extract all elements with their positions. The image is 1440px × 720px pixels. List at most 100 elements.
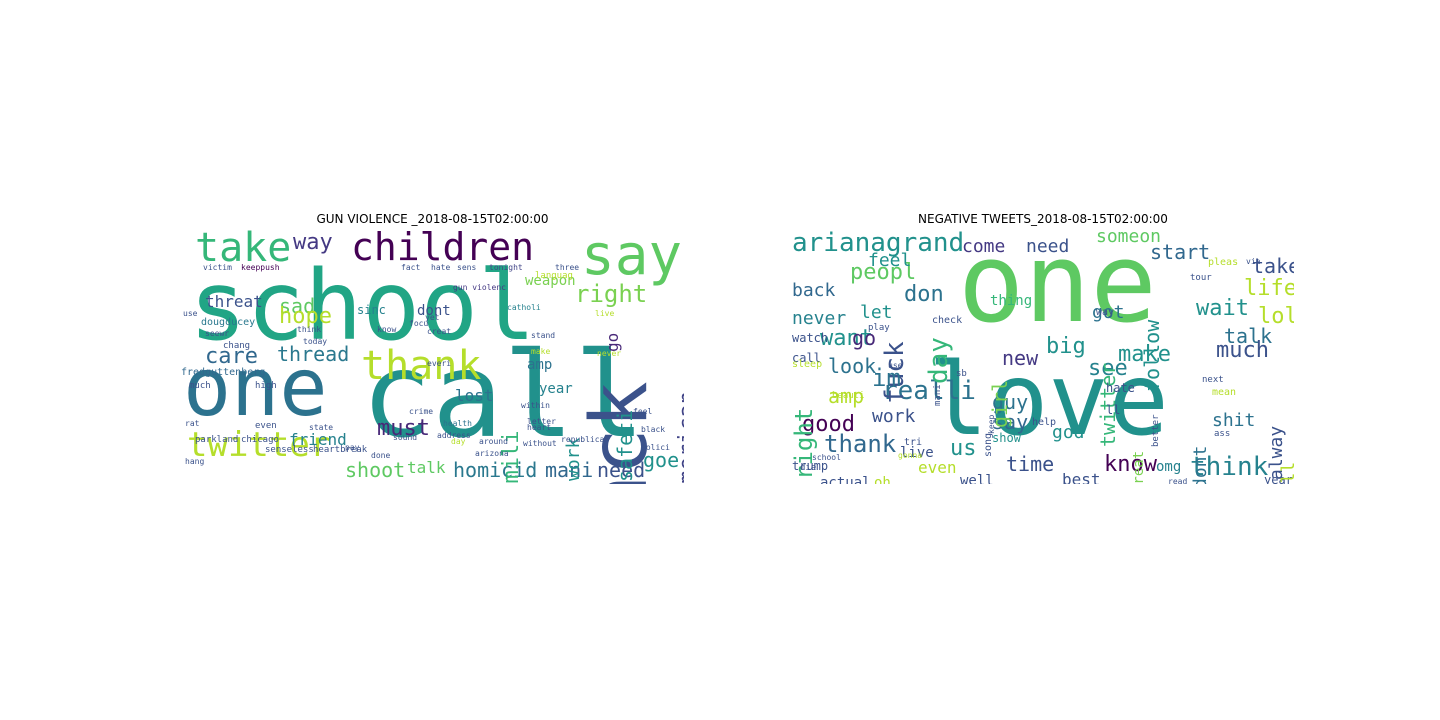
cloud-word: talk	[407, 458, 446, 477]
cloud-word: thread	[277, 342, 350, 366]
cloud-word: need	[1026, 236, 1070, 257]
cloud-word: pay	[345, 443, 360, 452]
cloud-word: next	[1202, 375, 1224, 385]
cloud-word: don	[904, 282, 944, 307]
cloud-word: friend	[289, 430, 347, 449]
cloud-word: black	[641, 425, 666, 434]
cloud-word: think	[297, 325, 322, 334]
cloud-word: creat	[427, 327, 452, 336]
cloud-word: never	[792, 308, 847, 329]
cloud-word: sb	[956, 369, 967, 379]
cloud-word: sleep	[792, 359, 823, 370]
cloud-word: great	[1131, 451, 1147, 484]
cloud-word: way	[1096, 307, 1115, 318]
cloud-word: safeti	[613, 410, 637, 483]
cloud-word: realli	[882, 376, 976, 406]
cloud-word: threat	[205, 292, 263, 311]
cloud-word: tri	[904, 437, 923, 448]
cloud-word: address	[437, 431, 471, 440]
cloud-word: thing	[990, 293, 1033, 309]
wordcloud-panel-negative-tweets: NEGATIVE TWEETS_2018-08-15T02:00:00 love…	[792, 212, 1294, 484]
cloud-word: know	[377, 325, 397, 334]
cloud-word: care	[205, 344, 258, 369]
cloud-word: dont	[417, 303, 451, 319]
cloud-word: today	[303, 337, 328, 346]
cloud-word: shoot	[345, 458, 406, 482]
cloud-word: know	[1104, 452, 1157, 477]
cloud-word: new	[1002, 346, 1039, 370]
wordcloud-panel-gun-violence: GUN VIOLENCE _2018-08-15T02:00:00 school…	[181, 212, 684, 484]
cloud-word: letter	[527, 417, 556, 426]
cloud-word: shit	[1212, 410, 1256, 431]
cloud-word: read	[1168, 477, 1188, 485]
cloud-word: call	[792, 351, 821, 365]
cloud-word: arianagrand	[792, 228, 965, 258]
cloud-word: yet	[425, 313, 440, 322]
cloud-word: think	[1190, 452, 1269, 482]
cloud-word: help	[1032, 417, 1057, 428]
cloud-word: health	[443, 419, 472, 428]
cloud-word: within	[521, 401, 550, 410]
cloud-word: well	[960, 473, 994, 484]
cloud-word: die	[800, 463, 817, 473]
cloud-word: trump	[792, 459, 829, 473]
cloud-word: tonight	[489, 263, 523, 272]
cloud-word: let	[860, 302, 893, 323]
cloud-word: children	[351, 228, 535, 269]
cloud-word: keep	[987, 414, 996, 434]
cloud-word: mean	[1212, 387, 1237, 398]
cloud-word: fact	[401, 263, 421, 272]
cloud-word: hang	[185, 457, 205, 466]
panel-title: NEGATIVE TWEETS_2018-08-15T02:00:00	[918, 212, 1168, 226]
cloud-word: life	[1244, 276, 1294, 301]
cloud-word: catholi	[507, 303, 541, 312]
cloud-word: lol	[1258, 304, 1294, 329]
cloud-word: back	[792, 280, 836, 301]
cloud-word: go	[852, 326, 877, 350]
cloud-word: talk	[1224, 324, 1273, 348]
cloud-word: guy	[992, 390, 1029, 414]
cloud-word: wait	[1196, 296, 1249, 321]
cloud-word: victim	[203, 263, 232, 272]
cloud-word: polici	[641, 443, 670, 452]
cloud-word: song	[983, 432, 994, 457]
cloud-word: use	[183, 309, 198, 318]
cloud-word: day	[451, 437, 466, 446]
cloud-word: homicid	[453, 458, 538, 482]
cloud-word: heart	[527, 423, 552, 432]
cloud-word: weapon	[525, 273, 576, 289]
cloud-word: feel	[868, 250, 912, 271]
cloud-word: hate	[1106, 381, 1135, 395]
cloud-word: chang	[223, 341, 251, 351]
cloud-word: beauti	[832, 391, 865, 401]
cloud-word: sound	[393, 433, 418, 442]
cloud-word: make	[1118, 342, 1171, 367]
cloud-word: heartbreak	[313, 445, 368, 455]
cloud-word: stand	[531, 331, 556, 340]
cloud-word: alway	[1266, 425, 1287, 480]
cloud-word: fredguttenberg	[181, 367, 266, 378]
cloud-word: mani	[545, 458, 594, 482]
cloud-word: play	[868, 323, 890, 333]
cloud-word: much	[1216, 338, 1269, 363]
cloud-word: seewr	[205, 329, 230, 338]
cloud-word: look	[828, 354, 877, 378]
cloud-word: thank	[824, 430, 897, 458]
cloud-word: us	[950, 436, 977, 461]
cloud-word: big	[1046, 334, 1086, 359]
cloud-word: say	[992, 410, 1029, 434]
cloud-word: see	[1088, 356, 1128, 381]
cloud-word: never	[597, 349, 622, 358]
word-cloud: love one arianagrand realli thank good amp fuck…	[792, 228, 1294, 484]
cloud-word: chicago	[241, 435, 279, 445]
cloud-word: feel	[633, 407, 653, 416]
cloud-word: languag	[535, 271, 573, 281]
cloud-word: done	[371, 451, 391, 460]
cloud-word: lost	[455, 386, 494, 405]
cloud-word: tour	[1190, 273, 1212, 283]
cloud-word: gonna	[898, 451, 923, 460]
cloud-word: republican	[561, 435, 610, 444]
cloud-word: gun violenc	[453, 283, 506, 292]
cloud-word: way	[293, 230, 333, 255]
cloud-word: pleas	[1208, 257, 1239, 268]
